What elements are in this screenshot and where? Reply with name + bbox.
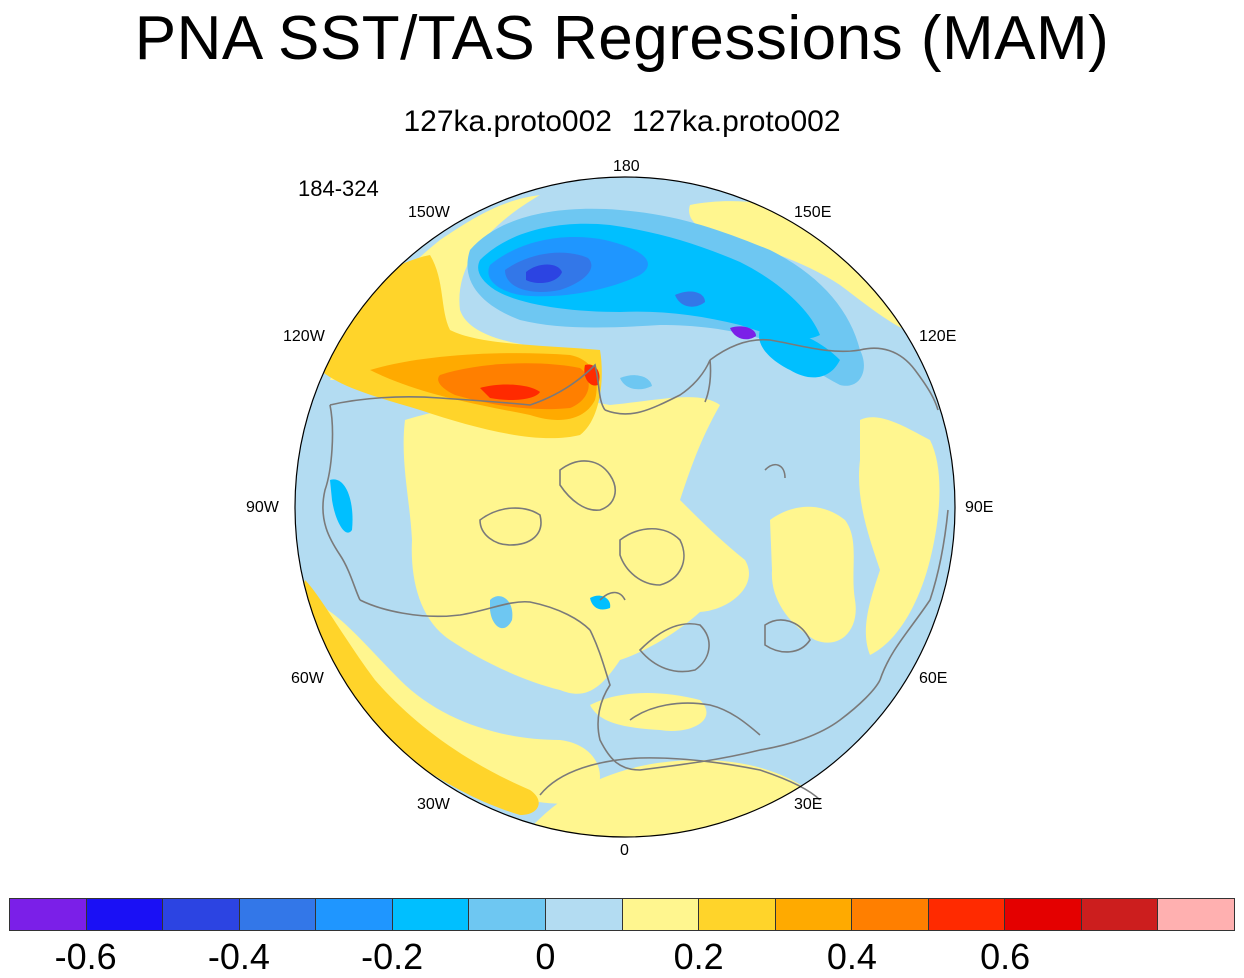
- colorbar-swatch: [1158, 899, 1234, 930]
- blue-baltic: [590, 595, 611, 610]
- colorbar-tick-label: 0.6: [980, 936, 1031, 977]
- purple-kamchatka: [730, 326, 756, 340]
- blue-hudson: [330, 479, 353, 533]
- blue-pacific-east-core: [675, 291, 705, 307]
- yellow-tibet-asia: [859, 417, 940, 655]
- colorbar-swatch: [10, 899, 87, 930]
- figure-subtitle: 127ka.proto002 127ka.proto002: [0, 104, 1244, 140]
- colorbar-tick-label: 0: [535, 936, 556, 977]
- lon-label-90E: 90E: [965, 499, 994, 516]
- map-field: [295, 177, 955, 837]
- colorbar-tick-label: 0.4: [826, 936, 877, 977]
- colorbar-swatch: [316, 899, 393, 930]
- colorbar-swatch: [163, 899, 240, 930]
- lon-label-180: 180: [613, 158, 640, 175]
- figure-title: PNA SST/TAS Regressions (MAM): [134, 4, 1110, 73]
- yellow-siberia-eurasia: [770, 506, 856, 643]
- lon-label-60E: 60E: [919, 670, 948, 687]
- blue-beaufort: [620, 375, 652, 390]
- period-label: 184-324: [298, 176, 379, 201]
- lon-label-150W: 150W: [408, 204, 450, 221]
- lon-label-120E: 120E: [919, 328, 957, 345]
- lon-label-90W: 90W: [246, 499, 279, 516]
- yellow-continent-north-america: [403, 397, 749, 694]
- blue-pacific-deep: [526, 264, 562, 284]
- yellow-north-pacific-east: [689, 201, 905, 330]
- colorbar-swatch: [86, 899, 164, 930]
- coastlines: [322, 338, 949, 801]
- colorbar-swatch: [469, 899, 546, 930]
- map-border: [294, 176, 956, 838]
- colorbar-swatch: [239, 899, 317, 930]
- lon-label-30E: 30E: [794, 796, 823, 813]
- colorbar-swatch: [622, 899, 700, 930]
- colorbar-swatch: [775, 899, 853, 930]
- colorbar-tick-label: -0.2: [361, 936, 424, 977]
- red-alaska-core: [480, 384, 540, 400]
- lon-label-60W: 60W: [291, 670, 324, 687]
- colorbar-swatch: [392, 899, 470, 930]
- colorbar-tick-label: -0.4: [207, 936, 270, 977]
- lon-label-120W: 120W: [283, 328, 325, 345]
- colorbar-tick-label: -0.6: [54, 936, 117, 977]
- yellow-north-atlantic-east: [590, 693, 707, 731]
- colorbar-tick-label: 0.2: [673, 936, 724, 977]
- polar-map: [294, 176, 956, 838]
- colorbar-swatch: [1081, 899, 1159, 930]
- lon-label-150E: 150E: [794, 204, 832, 221]
- colorbar-swatch: [545, 899, 623, 930]
- subtitle-left: 127ka.proto002: [403, 105, 612, 138]
- lon-label-30W: 30W: [417, 796, 450, 813]
- subtitle-right: 127ka.proto002: [632, 105, 841, 138]
- colorbar: [9, 898, 1235, 931]
- colorbar-swatch: [1005, 899, 1082, 930]
- colorbar-swatch: [852, 899, 929, 930]
- colorbar-swatch: [699, 899, 776, 930]
- colorbar-swatch: [928, 899, 1006, 930]
- yellow-atlantic-band: [299, 600, 600, 804]
- lon-label-0: 0: [620, 842, 629, 859]
